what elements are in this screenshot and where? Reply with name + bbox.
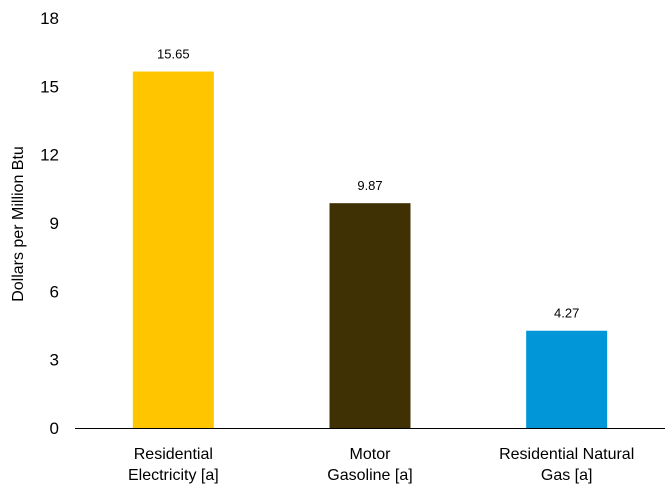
x-tick-label-line: Motor xyxy=(350,446,392,463)
y-tick-label: 9 xyxy=(50,214,59,233)
bar xyxy=(132,71,214,429)
y-tick-label: 6 xyxy=(50,282,59,301)
x-axis-labels: Residential Electricity [a] Motor Gasoline … xyxy=(128,446,634,484)
bar xyxy=(329,203,411,428)
x-tick-label-line: Gasoline [a] xyxy=(327,467,412,484)
y-tick-label: 18 xyxy=(40,9,59,28)
y-tick-label: 0 xyxy=(50,419,59,438)
x-tick-label-line: Residential Natural xyxy=(499,446,634,463)
x-tick-label: Residential Electricity [a] xyxy=(128,446,219,484)
data-labels: 15.65 9.87 4.27 xyxy=(157,47,579,321)
y-axis-title: Dollars per Million Btu xyxy=(10,146,27,302)
y-axis-ticks: 0 3 6 9 12 15 18 xyxy=(40,9,59,438)
x-tick-label-line: Residential xyxy=(134,446,213,463)
y-tick-label: 15 xyxy=(40,77,59,96)
data-label: 9.87 xyxy=(357,178,382,193)
x-tick-label-line: Electricity [a] xyxy=(128,467,219,484)
data-label: 15.65 xyxy=(157,47,190,62)
data-label: 4.27 xyxy=(554,306,579,321)
y-tick-label: 3 xyxy=(50,351,59,370)
bar xyxy=(526,330,608,428)
x-tick-label: Residential Natural Gas [a] xyxy=(499,446,634,484)
bars xyxy=(132,71,608,429)
x-tick-label-line: Gas [a] xyxy=(541,467,593,484)
x-tick-label: Motor Gasoline [a] xyxy=(327,446,412,484)
y-tick-label: 12 xyxy=(40,146,59,165)
